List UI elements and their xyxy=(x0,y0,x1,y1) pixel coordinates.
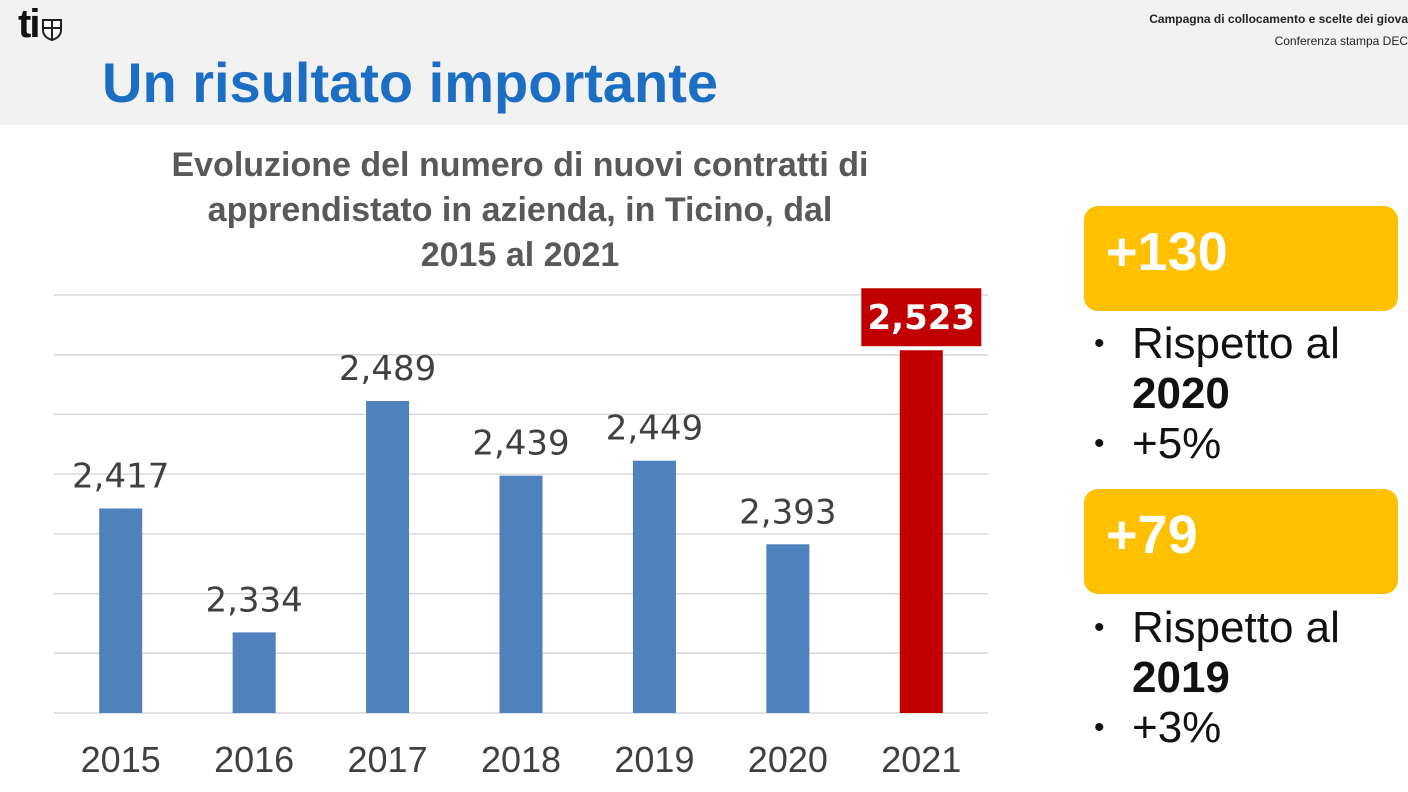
data-label: 2,439 xyxy=(472,424,569,464)
x-tick-label: 2021 xyxy=(881,739,961,780)
data-label: 2,489 xyxy=(339,349,436,389)
data-label: 2,449 xyxy=(606,409,703,449)
bullet-percent: +3% xyxy=(1132,703,1222,752)
bullet-item: • +5% xyxy=(1094,419,1340,469)
slide-title: Un risultato importante xyxy=(102,51,719,114)
bullet-item: • Rispetto al xyxy=(1094,603,1340,653)
bullet-dot: • xyxy=(1094,427,1105,460)
bullet-list-2020: • Rispetto al 2020 • +5% xyxy=(1094,319,1340,469)
data-label: 2,523 xyxy=(868,298,976,338)
bullet-dot: • xyxy=(1094,711,1105,744)
bullet-dot: • xyxy=(1094,327,1105,360)
bar xyxy=(632,460,676,713)
chart-title-line: 2015 al 2021 xyxy=(420,236,620,274)
chart-title-line: Evoluzione del numero di nuovi contratti… xyxy=(171,146,869,184)
header-info: Campagna di collocamento e scelte dei gi… xyxy=(1149,12,1408,48)
logo-text: ti xyxy=(18,2,40,46)
x-tick-label: 2019 xyxy=(614,739,694,780)
bar xyxy=(499,475,543,713)
x-tick-label: 2020 xyxy=(748,739,828,780)
bullet-dot: • xyxy=(1094,611,1105,644)
bar xyxy=(232,632,276,713)
bar xyxy=(766,544,810,713)
data-label: 2,393 xyxy=(739,492,836,532)
x-tick-label: 2016 xyxy=(214,739,294,780)
x-tick-label: 2015 xyxy=(81,739,161,780)
data-label: 2,417 xyxy=(72,456,169,496)
shield-icon xyxy=(42,19,63,41)
x-tick-label: 2017 xyxy=(348,739,428,780)
bar xyxy=(899,350,943,713)
bullet-year: 2020 xyxy=(1132,369,1230,418)
bullet-item: • +3% xyxy=(1094,703,1340,753)
bullet-item: • Rispetto al xyxy=(1094,319,1340,369)
slide-header: ti Campagna di collocamento e scelte dei… xyxy=(0,0,1408,125)
ticino-logo: ti xyxy=(18,0,63,46)
data-label-box xyxy=(861,288,982,347)
bullet-year: 2019 xyxy=(1132,653,1230,702)
bullet-list-2019: • Rispetto al 2019 • +3% xyxy=(1094,603,1340,753)
callout-box-2019: +79 xyxy=(1084,489,1398,594)
data-label: 2,334 xyxy=(205,580,302,620)
bar xyxy=(366,400,410,713)
callout-value: +79 xyxy=(1106,505,1198,565)
campaign-title: Campagna di collocamento e scelte dei gi… xyxy=(1149,12,1408,26)
press-conference-label: Conferenza stampa DEC xyxy=(1274,34,1408,48)
chart-title-line: apprendistato in azienda, in Ticino, dal xyxy=(207,191,833,229)
bullet-text: Rispetto al xyxy=(1132,319,1340,368)
chart-title: Evoluzione del numero di nuovi contratti… xyxy=(100,143,940,278)
bullet-text: Rispetto al xyxy=(1132,603,1340,652)
callout-value: +130 xyxy=(1106,222,1228,282)
callout-box-2020: +130 xyxy=(1084,206,1398,311)
bar-chart: 2,417 2015 2,334 2016 2,489 2017 2,439 2018 2,44… xyxy=(54,288,988,780)
bullet-percent: +5% xyxy=(1132,419,1222,468)
x-tick-label: 2018 xyxy=(481,739,561,780)
bar xyxy=(99,508,143,713)
